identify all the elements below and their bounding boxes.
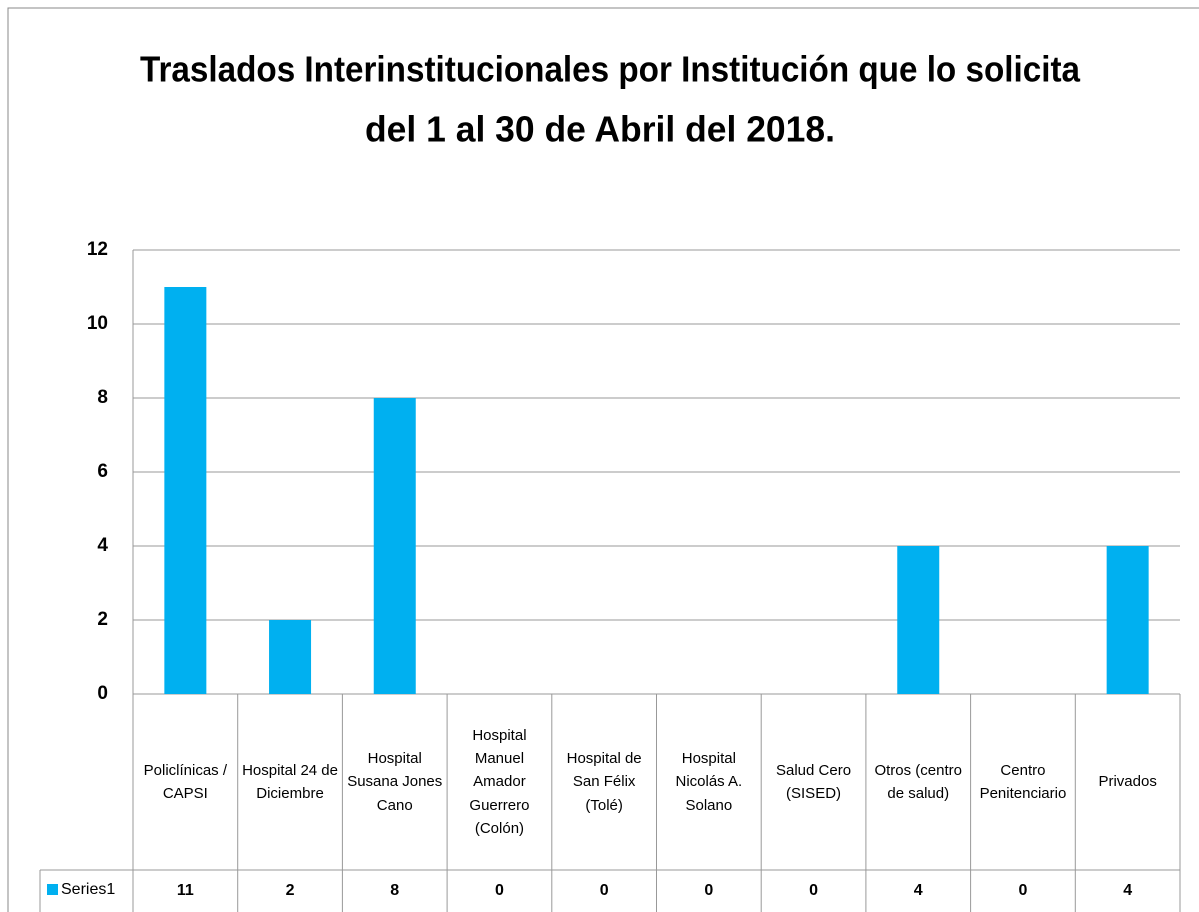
x-tick-label: Otros (centro de salud) [874, 761, 962, 802]
x-tick-label: Hospital Nicolás A. Solano [675, 750, 743, 814]
table-value: 4 [914, 882, 923, 899]
category-cell: Salud Cero (SISED) [776, 761, 852, 802]
chart-frame [7, 7, 1199, 912]
x-tick-label: Hospital Susana Jones Cano [347, 750, 443, 814]
bar [897, 546, 940, 694]
table-value: 4 [1123, 882, 1132, 899]
table-value: 11 [177, 882, 194, 899]
table-value: 8 [390, 882, 399, 899]
x-tick-label: Hospital de San Félix (Tolé) [566, 750, 642, 814]
table-value: 0 [704, 882, 713, 899]
bar [373, 398, 416, 694]
x-tick-label: Salud Cero (SISED) [776, 761, 852, 802]
bar [1106, 546, 1149, 694]
y-tick-label: 2 [97, 609, 108, 630]
legend-swatch [47, 884, 58, 895]
table-value: 0 [1018, 882, 1027, 899]
y-tick-label: 12 [87, 239, 108, 260]
y-tick-label: 8 [97, 387, 108, 408]
x-tick-label: Centro Penitenciario [979, 761, 1067, 802]
chart-title: Traslados Interinstitucionales por Insti… [140, 49, 1081, 90]
x-tick-label: Hospital 24 de Diciembre [242, 761, 338, 802]
x-tick-label: Privados [1098, 773, 1157, 791]
category-cell: Hospital de San Félix (Tolé) [566, 750, 642, 814]
table-value: 0 [809, 882, 818, 899]
category-cell: Centro Penitenciario [979, 761, 1067, 802]
category-cell: Hospital Nicolás A. Solano [675, 750, 743, 814]
table-value: 0 [495, 882, 504, 899]
category-cell: Hospital 24 de Diciembre [242, 761, 338, 802]
y-tick-label: 10 [87, 313, 108, 334]
table-value: 0 [600, 882, 609, 899]
y-tick-label: 6 [97, 461, 108, 482]
chart-subtitle: del 1 al 30 de Abril del 2018. [365, 109, 835, 150]
x-tick-label: Hospital Manuel Amador Guerrero (Colón) [469, 726, 530, 837]
category-cell: Hospital Susana Jones Cano [347, 750, 443, 814]
bar [269, 620, 312, 694]
y-tick-label: 4 [97, 535, 108, 556]
x-tick-label: Policlínicas / CAPSI [143, 761, 228, 802]
y-tick-label: 0 [97, 683, 108, 704]
category-cell: Policlínicas / CAPSI [143, 761, 228, 802]
legend-label: Series1 [61, 881, 115, 898]
bar [164, 287, 207, 694]
category-cell: Privados [1098, 773, 1157, 791]
table-value: 2 [286, 882, 295, 899]
category-cell: Otros (centro de salud) [874, 761, 962, 802]
category-cell: Hospital Manuel Amador Guerrero (Colón) [469, 726, 530, 837]
